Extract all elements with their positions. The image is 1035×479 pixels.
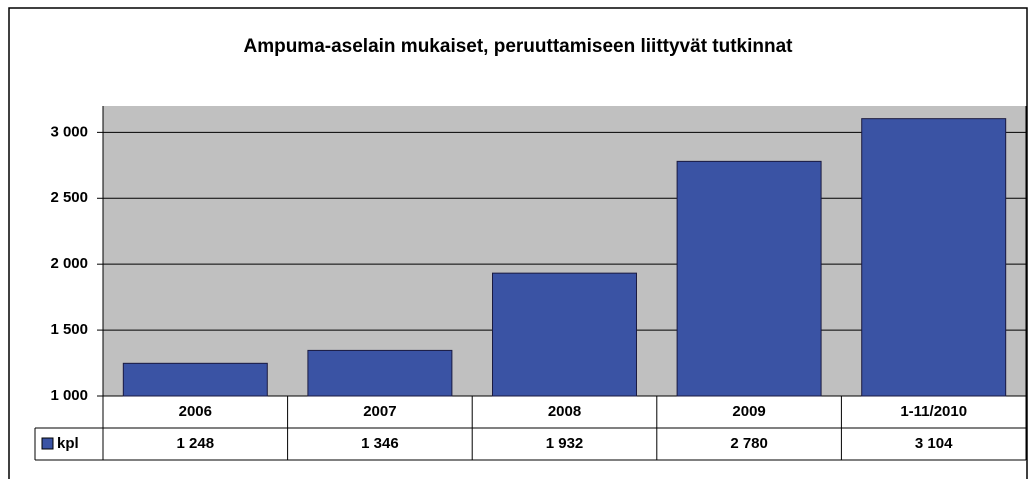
y-tick-label: 2 000 [50,255,88,272]
y-tick-label: 1 500 [50,321,88,338]
bar [492,272,637,397]
bar [676,160,822,397]
x-tick-label: 2006 [179,403,212,420]
bar [122,362,268,397]
data-label: 1 932 [546,435,584,452]
x-tick-label: 2007 [363,403,396,420]
data-label: 3 104 [915,435,953,452]
legend-key [41,437,54,450]
chart-frame [8,7,1028,479]
data-label: 1 346 [361,435,399,452]
x-tick-label: 2008 [548,403,581,420]
y-tick-label: 1 000 [50,387,88,404]
chart-title: Ampuma-aselain mukaiset, peruuttamiseen … [243,36,793,57]
x-tick-label: 2009 [732,403,765,420]
data-label: 2 780 [730,435,768,452]
bar [307,349,453,397]
data-label: 1 248 [177,435,215,452]
bar [861,118,1007,397]
legend-label: kpl [57,435,79,452]
x-tick-label: 1-11/2010 [900,403,967,420]
y-tick-label: 3 000 [50,123,88,140]
y-tick-label: 2 500 [50,189,88,206]
